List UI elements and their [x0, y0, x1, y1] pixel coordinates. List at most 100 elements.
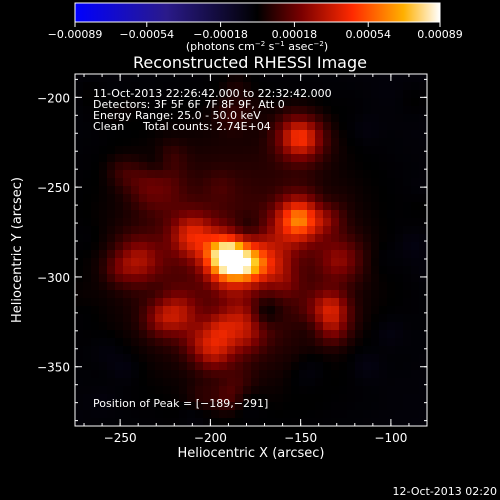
heatmap-cell [211, 370, 220, 379]
heatmap-cell [275, 298, 284, 307]
heatmap-cell [283, 370, 292, 379]
heatmap-cell [411, 130, 420, 139]
heatmap-cell [227, 74, 236, 83]
heatmap-cell [395, 322, 404, 331]
heatmap-cell [123, 98, 132, 107]
heatmap-cell [283, 386, 292, 395]
heatmap-cell [243, 354, 252, 363]
heatmap-cell [147, 242, 156, 251]
heatmap-cell [259, 114, 268, 123]
heatmap-cell [187, 410, 196, 419]
heatmap-cell [75, 178, 84, 187]
annotation-peak: Position of Peak = [−189,−291] [93, 397, 268, 410]
heatmap-cell [219, 274, 228, 283]
heatmap-cell [355, 82, 364, 91]
heatmap-cell [259, 154, 268, 163]
heatmap-cell [203, 178, 212, 187]
heatmap-cell [75, 338, 84, 347]
heatmap-cell [195, 378, 204, 387]
heatmap-cell [187, 202, 196, 211]
heatmap-cell [395, 298, 404, 307]
heatmap-cell [395, 258, 404, 267]
heatmap-cell [75, 242, 84, 251]
heatmap-cell [147, 290, 156, 299]
heatmap-cell [299, 162, 308, 171]
heatmap-cell [219, 290, 228, 299]
heatmap-cell [91, 410, 100, 419]
heatmap-cell [203, 122, 212, 131]
heatmap-cell [99, 170, 108, 179]
heatmap-cell [131, 138, 140, 147]
heatmap-cell [243, 146, 252, 155]
heatmap-cell [331, 338, 340, 347]
heatmap-cell [203, 402, 212, 411]
heatmap-cell [227, 146, 236, 155]
heatmap-cell [75, 154, 84, 163]
heatmap-cell [347, 362, 356, 371]
heatmap-cell [115, 170, 124, 179]
heatmap-cell [403, 186, 412, 195]
heatmap-cell [123, 234, 132, 243]
heatmap-cell [163, 410, 172, 419]
heatmap-cell [107, 282, 116, 291]
heatmap-cell [131, 178, 140, 187]
heatmap-cell [371, 186, 380, 195]
heatmap-cell [299, 330, 308, 339]
heatmap-cell [387, 386, 396, 395]
heatmap-cell [115, 138, 124, 147]
heatmap-cell [387, 90, 396, 99]
heatmap-cell [243, 250, 252, 259]
heatmap-cell [123, 122, 132, 131]
heatmap-cell [395, 394, 404, 403]
heatmap-cell [107, 314, 116, 323]
heatmap-cell [243, 106, 252, 115]
heatmap-cell [403, 290, 412, 299]
heatmap-cell [195, 90, 204, 99]
heatmap-cell [163, 386, 172, 395]
x-tick-label: −150 [284, 431, 317, 445]
heatmap-cell [123, 274, 132, 283]
heatmap-cell [163, 282, 172, 291]
heatmap-cell [99, 258, 108, 267]
heatmap-cell [371, 298, 380, 307]
heatmap-cell [307, 210, 316, 219]
heatmap-cell [155, 90, 164, 99]
heatmap-cell [259, 162, 268, 171]
heatmap-cell [99, 314, 108, 323]
heatmap-cell [291, 274, 300, 283]
heatmap-cell [323, 146, 332, 155]
heatmap-cell [211, 146, 220, 155]
heatmap-cell [347, 146, 356, 155]
heatmap-cell [123, 154, 132, 163]
y-tick-label: −250 [37, 181, 70, 195]
heatmap-cell [355, 266, 364, 275]
heatmap-cell [107, 178, 116, 187]
heatmap-cell [171, 138, 180, 147]
heatmap-cell [243, 202, 252, 211]
heatmap-cell [299, 210, 308, 219]
heatmap-cell [91, 306, 100, 315]
heatmap-cell [299, 114, 308, 123]
heatmap-cell [187, 346, 196, 355]
heatmap-cell [139, 194, 148, 203]
heatmap-cell [339, 306, 348, 315]
heatmap-cell [371, 202, 380, 211]
heatmap-cell [371, 194, 380, 203]
heatmap-cell [195, 282, 204, 291]
heatmap-cell [235, 282, 244, 291]
heatmap-cell [91, 178, 100, 187]
heatmap-cell [291, 362, 300, 371]
heatmap-cell [395, 130, 404, 139]
heatmap-cell [291, 98, 300, 107]
heatmap-cell [211, 314, 220, 323]
heatmap-cell [203, 242, 212, 251]
heatmap-cell [179, 154, 188, 163]
heatmap-cell [251, 210, 260, 219]
heatmap-cell [211, 82, 220, 91]
heatmap-cell [363, 282, 372, 291]
heatmap-cell [315, 362, 324, 371]
heatmap-cell [211, 90, 220, 99]
heatmap-cell [307, 234, 316, 243]
heatmap-cell [331, 370, 340, 379]
heatmap-cell [219, 354, 228, 363]
